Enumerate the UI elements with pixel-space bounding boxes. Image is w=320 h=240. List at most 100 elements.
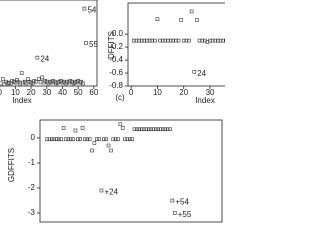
x-tick-label: 10 bbox=[153, 88, 162, 97]
point bbox=[166, 38, 170, 43]
point-label: +55 bbox=[178, 210, 192, 219]
x-tick-label: 30 bbox=[42, 88, 51, 97]
point bbox=[59, 137, 64, 142]
x-tick-label: 60 bbox=[89, 88, 98, 97]
x-axis-label: Index bbox=[195, 96, 215, 105]
point bbox=[102, 137, 106, 142]
point bbox=[0, 81, 4, 86]
point bbox=[156, 127, 160, 132]
point bbox=[151, 127, 156, 132]
point bbox=[78, 137, 82, 142]
point bbox=[81, 81, 85, 86]
x-tick-label: 0 bbox=[0, 88, 2, 97]
point bbox=[125, 137, 130, 142]
point bbox=[200, 38, 204, 43]
point bbox=[45, 137, 49, 142]
y-axis-label: GDFFITS bbox=[7, 148, 16, 182]
x-tick-label: 20 bbox=[27, 88, 36, 97]
point bbox=[71, 137, 75, 142]
point bbox=[163, 127, 168, 132]
point bbox=[168, 127, 172, 132]
point bbox=[104, 137, 108, 142]
point bbox=[146, 127, 151, 132]
point bbox=[87, 137, 92, 142]
y-tick-label: -0.6 bbox=[109, 68, 123, 77]
point bbox=[47, 137, 52, 142]
point bbox=[150, 38, 154, 43]
point bbox=[158, 38, 162, 43]
point bbox=[118, 122, 123, 127]
y-tick-label: -2 bbox=[28, 183, 36, 192]
plot-frame bbox=[127, 2, 225, 87]
y-tick-label: -0.8 bbox=[109, 81, 123, 90]
point bbox=[106, 143, 111, 148]
point bbox=[135, 127, 139, 132]
point bbox=[142, 38, 147, 43]
point bbox=[82, 6, 87, 11]
point bbox=[139, 38, 144, 43]
point bbox=[139, 127, 144, 132]
point bbox=[158, 127, 163, 132]
point bbox=[92, 141, 97, 145]
point bbox=[221, 38, 225, 43]
y-tick-label: -0.4 bbox=[109, 55, 123, 64]
x-tick-label: 40 bbox=[58, 88, 67, 97]
x-tick-label: 20 bbox=[179, 88, 188, 97]
point bbox=[163, 38, 168, 43]
point-label: 24 bbox=[197, 69, 206, 78]
point bbox=[132, 127, 137, 132]
point bbox=[116, 137, 120, 142]
point bbox=[210, 38, 215, 43]
point bbox=[109, 148, 113, 153]
point bbox=[123, 137, 127, 142]
point bbox=[33, 79, 38, 84]
point bbox=[35, 55, 40, 60]
point bbox=[168, 38, 173, 43]
point bbox=[99, 188, 104, 193]
point bbox=[144, 127, 149, 132]
point-label: +24 bbox=[104, 188, 118, 197]
point bbox=[19, 71, 24, 75]
point bbox=[153, 38, 157, 43]
y-tick-label: -1 bbox=[28, 158, 36, 167]
point bbox=[84, 41, 88, 45]
x-axis-label: Index bbox=[12, 96, 32, 105]
point bbox=[131, 38, 136, 43]
point bbox=[64, 137, 68, 142]
plot-area bbox=[45, 122, 177, 215]
point bbox=[68, 137, 73, 142]
point-label: 55 bbox=[89, 40, 98, 49]
point bbox=[184, 38, 189, 43]
point bbox=[137, 127, 142, 132]
point bbox=[40, 75, 44, 80]
point bbox=[137, 38, 141, 43]
point bbox=[113, 137, 118, 142]
point bbox=[83, 137, 87, 142]
x-tick-label: 0 bbox=[129, 88, 134, 97]
point bbox=[197, 38, 202, 43]
point bbox=[52, 137, 56, 142]
point bbox=[57, 137, 61, 142]
point bbox=[189, 9, 194, 14]
point bbox=[179, 18, 183, 22]
point bbox=[155, 17, 160, 22]
point bbox=[170, 198, 175, 203]
plot-area bbox=[0, 6, 88, 86]
point bbox=[181, 38, 186, 43]
point bbox=[111, 137, 116, 142]
point bbox=[97, 137, 101, 142]
point bbox=[174, 38, 178, 43]
plot-frame bbox=[0, 0, 98, 87]
point bbox=[161, 127, 165, 132]
y-tick-label: 0.0 bbox=[112, 29, 124, 38]
y-axis-label: DFFITS bbox=[107, 31, 116, 59]
point bbox=[216, 38, 220, 43]
y-tick-label: -3 bbox=[28, 208, 36, 217]
point bbox=[147, 38, 152, 43]
point bbox=[134, 38, 139, 43]
point bbox=[192, 69, 197, 74]
point bbox=[213, 38, 218, 43]
point bbox=[195, 18, 199, 22]
point bbox=[208, 38, 212, 43]
x-tick-label: 30 bbox=[206, 88, 215, 97]
